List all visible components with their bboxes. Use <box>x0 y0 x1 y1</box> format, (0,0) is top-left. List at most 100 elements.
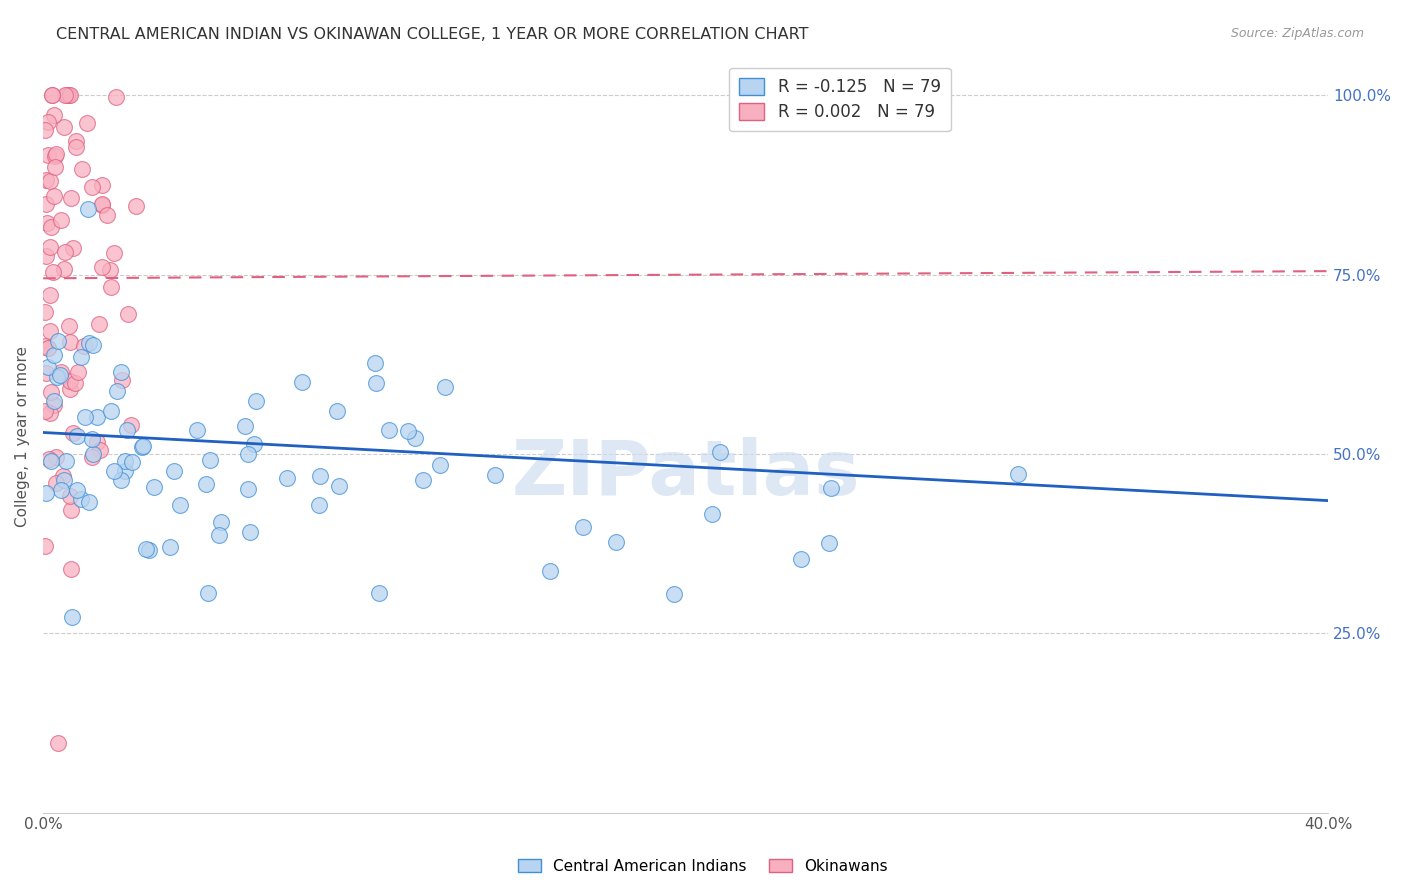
Point <box>44 160 66 174</box>
Point <box>37 115 59 129</box>
Point <box>42 394 65 409</box>
Point <box>238 482 260 496</box>
Point <box>41 88 63 103</box>
Point <box>572 520 595 534</box>
Point <box>67 365 90 379</box>
Point <box>114 454 136 468</box>
Point <box>709 445 731 459</box>
Point <box>135 541 157 556</box>
Point <box>245 393 267 408</box>
Point <box>49 365 72 379</box>
Point <box>44 108 66 122</box>
Point <box>378 423 401 437</box>
Point <box>236 447 259 461</box>
Point <box>34 539 56 553</box>
Legend: R = -0.125   N = 79, R = 0.002   N = 79: R = -0.125 N = 79, R = 0.002 N = 79 <box>730 68 950 131</box>
Point <box>35 197 58 211</box>
Text: ZIPatlas: ZIPatlas <box>512 437 860 511</box>
Point <box>242 437 264 451</box>
Point <box>59 374 82 388</box>
Point <box>35 366 58 380</box>
Point <box>662 586 685 600</box>
Point <box>52 262 75 277</box>
Point <box>111 373 134 387</box>
Point <box>89 317 111 331</box>
Point <box>65 139 87 153</box>
Point <box>197 586 219 600</box>
Text: Source: ZipAtlas.com: Source: ZipAtlas.com <box>1230 27 1364 40</box>
Point <box>86 435 108 450</box>
Point <box>49 213 72 227</box>
Point <box>53 473 76 487</box>
Point <box>308 498 330 512</box>
Point <box>35 173 58 187</box>
Point <box>42 189 65 203</box>
Point <box>121 455 143 469</box>
Point <box>96 208 118 222</box>
Point <box>115 423 138 437</box>
Point <box>186 424 208 438</box>
Point <box>103 464 125 478</box>
Point <box>42 265 65 279</box>
Point <box>142 480 165 494</box>
Point <box>429 458 451 472</box>
Point <box>62 425 84 440</box>
Point <box>58 88 80 103</box>
Point <box>82 447 104 461</box>
Point <box>59 191 82 205</box>
Point <box>77 202 100 216</box>
Point <box>53 244 76 259</box>
Point <box>73 339 96 353</box>
Point <box>86 409 108 424</box>
Point <box>132 439 155 453</box>
Point <box>59 88 82 103</box>
Point <box>56 88 79 103</box>
Point <box>484 468 506 483</box>
Point <box>59 562 82 576</box>
Point <box>110 473 132 487</box>
Point <box>114 464 136 478</box>
Point <box>328 479 350 493</box>
Point <box>66 429 89 443</box>
Point <box>55 454 77 468</box>
Point <box>100 404 122 418</box>
Point <box>159 540 181 554</box>
Point <box>41 88 63 103</box>
Point <box>45 370 67 384</box>
Point <box>65 135 87 149</box>
Point <box>364 376 387 391</box>
Point <box>39 384 62 399</box>
Point <box>59 489 82 503</box>
Point <box>53 120 76 135</box>
Point <box>70 351 93 365</box>
Point <box>60 502 83 516</box>
Text: CENTRAL AMERICAN INDIAN VS OKINAWAN COLLEGE, 1 YEAR OR MORE CORRELATION CHART: CENTRAL AMERICAN INDIAN VS OKINAWAN COLL… <box>56 27 808 42</box>
Point <box>104 89 127 103</box>
Point <box>138 543 160 558</box>
Point <box>100 280 122 294</box>
Point <box>110 365 132 379</box>
Point <box>98 263 121 277</box>
Point <box>66 483 89 497</box>
Point <box>364 355 387 369</box>
Point <box>39 287 62 301</box>
Point <box>53 88 76 103</box>
Point <box>34 339 56 353</box>
Point <box>34 404 56 418</box>
Point <box>117 308 139 322</box>
Point <box>820 481 842 495</box>
Point <box>200 453 222 467</box>
Point <box>91 197 114 211</box>
Point <box>208 528 231 542</box>
Point <box>76 116 98 130</box>
Point <box>35 216 58 230</box>
Point <box>39 219 62 234</box>
Point <box>62 610 84 624</box>
Point <box>396 424 419 438</box>
Point <box>37 341 59 355</box>
Point <box>34 123 56 137</box>
Point <box>75 409 97 424</box>
Point <box>125 199 148 213</box>
Point <box>1007 467 1029 482</box>
Point <box>37 359 59 374</box>
